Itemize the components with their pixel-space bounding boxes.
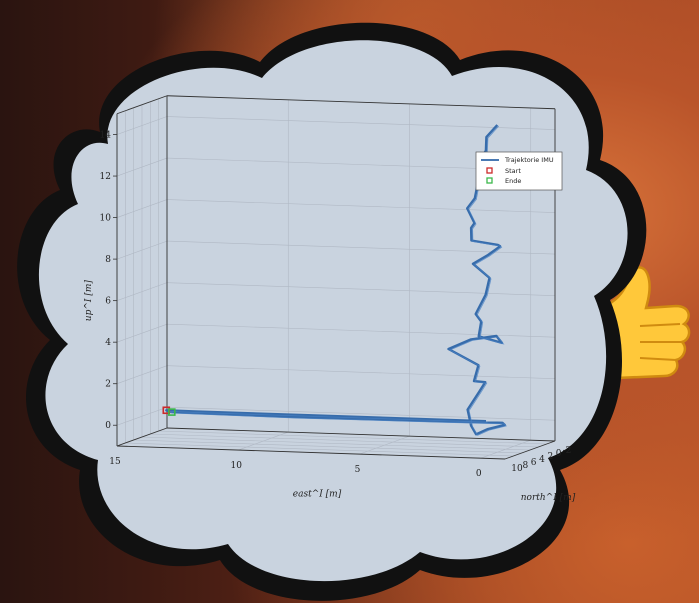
y-tick-label: 4 (539, 455, 545, 465)
grid-line (166, 406, 556, 421)
grid-line (141, 436, 531, 451)
legend-box (475, 151, 563, 191)
x-tick-label: 5 (355, 465, 361, 475)
grid-line (166, 116, 556, 130)
grid-line (116, 365, 168, 384)
x-tick-label: 10 (231, 461, 243, 471)
legend-label-trajektorie-imu: Trajektorie IMU (504, 156, 554, 164)
x-tick-label: 0 (476, 469, 482, 479)
axis-frame-edge (166, 427, 556, 442)
grid-line (166, 199, 556, 213)
z-tick-label: 4 (105, 338, 111, 348)
y-tick-label: -2 (563, 446, 572, 456)
z-tick-label: 0 (105, 421, 111, 431)
grid-line (158, 430, 547, 445)
z-axis-title: up^I [m] (84, 280, 94, 322)
z-tick-label: 6 (105, 297, 111, 307)
axis-frame-edge (116, 427, 168, 447)
legend-marker-start (486, 167, 493, 174)
y-tick-label: 2 (547, 452, 553, 462)
x-tick-label: 15 (109, 457, 121, 467)
grid-line (166, 323, 556, 338)
z-tick-label: 2 (105, 380, 111, 390)
marker-ende (168, 408, 176, 416)
axis-frame-edge (116, 445, 506, 460)
z-tick-label: 14 (100, 131, 112, 141)
legend-label-ende: Ende (505, 177, 521, 185)
grid-line (116, 406, 168, 426)
grid-line (150, 433, 539, 448)
grid-line (116, 240, 168, 260)
legend-marker-ende (486, 177, 493, 184)
x-axis-title: east^I [m] (293, 490, 342, 500)
y-tick-label: 8 (522, 461, 528, 471)
legend: Trajektorie IMU Start Ende (475, 151, 563, 191)
series-line-trajektorie-imu-overlay (167, 125, 508, 436)
z-tick-label: 8 (105, 255, 111, 265)
axis-frame-edge (116, 95, 168, 115)
z-tick-label: 12 (100, 172, 111, 182)
grid-line (116, 282, 168, 301)
grid-line (166, 282, 556, 296)
y-tick-label: 10 (511, 464, 523, 474)
z-tick-label: 10 (100, 214, 112, 224)
grid-line (116, 157, 168, 177)
grid-line (116, 323, 168, 343)
grid-line (166, 365, 556, 380)
grid-line (116, 199, 168, 218)
axis-frame-edge (166, 95, 556, 110)
cloud-frame (17, 22, 647, 601)
grid-line (125, 442, 514, 457)
axis-frame-edge (504, 440, 556, 460)
y-tick-label: 0 (556, 449, 562, 459)
grid-line (116, 116, 168, 135)
legend-label-start: Start (505, 167, 521, 175)
y-tick-label: 6 (531, 458, 537, 468)
grid-line (133, 439, 522, 454)
y-axis-title: north^I [m] (521, 493, 576, 503)
